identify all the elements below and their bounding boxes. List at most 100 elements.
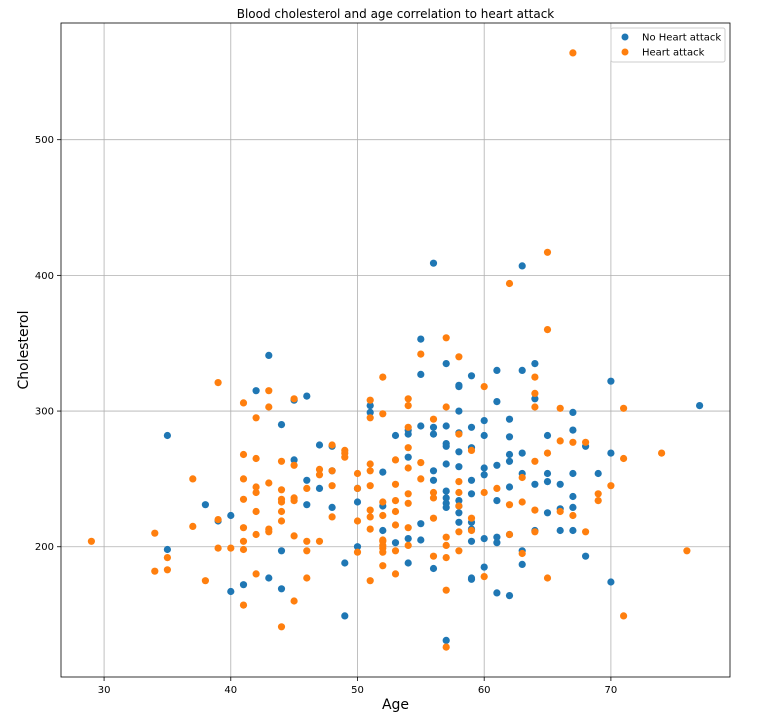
data-point [429,259,438,267]
data-point [379,548,387,556]
data-point [467,526,476,535]
data-point [189,475,197,483]
data-point [353,548,362,556]
data-point [518,366,526,374]
data-point [569,438,577,446]
data-point [265,403,273,411]
data-point [569,492,577,501]
data-point [518,473,526,482]
data-point [493,533,501,541]
data-point [442,636,450,645]
x-tick-label: 50 [351,685,364,696]
legend: No Heart attack Heart attack [610,27,726,63]
data-point [594,469,602,478]
data-point [467,446,476,454]
data-point [366,396,374,404]
data-point [391,521,400,529]
y-tick-label: 200 [35,542,54,553]
data-point [277,486,286,494]
data-point [391,480,400,488]
data-point [505,450,514,459]
data-point [341,559,349,567]
data-point [290,532,298,540]
data-point [556,480,564,488]
data-point [455,448,463,456]
data-point [239,581,248,589]
data-point [353,469,362,478]
data-point [455,497,463,505]
data-point [505,483,514,491]
data-point [696,402,704,410]
data-point [366,482,374,490]
data-point [227,587,235,596]
data-point [404,395,412,403]
data-point [442,422,450,430]
data-point [265,574,273,582]
data-point [429,476,438,484]
data-point [543,509,552,517]
x-tick-label: 30 [98,685,111,696]
data-point [417,422,425,430]
data-point [429,564,438,573]
data-point [227,544,235,552]
data-point [467,372,476,380]
data-point [493,366,501,374]
data-point [404,541,412,550]
data-point [163,566,171,574]
data-point [379,498,387,506]
data-point [607,578,615,586]
data-point [277,585,286,593]
data-point [569,49,577,57]
data-point [366,506,374,514]
data-point [404,430,412,438]
data-point [151,529,159,537]
data-point [290,456,298,464]
grid-lines [61,23,730,677]
data-point [429,423,438,431]
data-point [442,403,450,411]
data-point [366,577,374,585]
data-point [505,415,514,423]
data-point [417,475,425,483]
data-point [493,497,501,505]
data-point [163,431,171,440]
data-point [505,433,514,441]
data-point [620,454,628,463]
data-point [391,539,400,547]
data-point [467,423,476,431]
data-point [582,528,590,536]
data-point [543,469,552,478]
data-point [391,456,400,464]
data-point [239,601,248,609]
data-point [379,562,387,570]
axis-ticks: 30 40 50 60 70 200 300 400 500 [35,135,617,696]
data-point [277,623,286,631]
data-point [265,351,273,359]
data-point [429,552,438,560]
data-point [480,417,488,425]
data-point [163,545,171,554]
data-point [366,467,374,475]
data-point [505,501,514,509]
data-point [353,484,362,492]
legend-label-heart-attack: Heart attack [642,48,705,59]
data-point [391,431,400,440]
data-point [455,383,463,391]
data-point [404,402,412,410]
legend-box [610,27,726,63]
data-point [239,450,248,459]
data-point [214,516,222,524]
data-point [543,574,552,582]
data-point [480,535,488,543]
data-point [683,547,691,555]
data-point [543,248,552,256]
data-point [493,461,501,469]
data-point [379,511,387,520]
data-point [505,457,514,465]
data-point [303,501,311,509]
data-point [543,449,552,457]
data-point [467,575,476,583]
data-point [442,494,450,502]
data-point [543,431,552,440]
data-point [531,480,539,488]
